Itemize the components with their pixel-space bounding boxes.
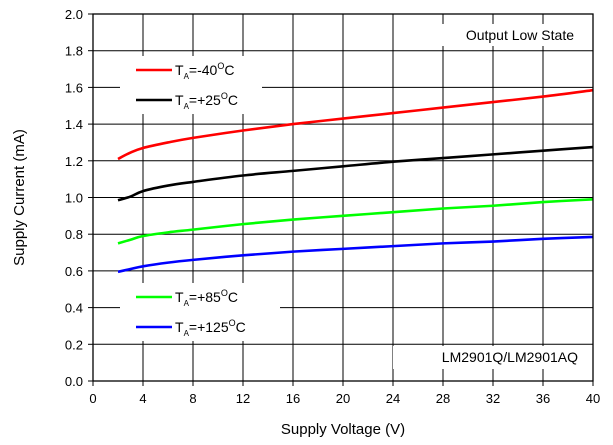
x-axis-label: Supply Voltage (V)	[281, 421, 405, 438]
y-tick-label: 0.2	[65, 337, 83, 352]
x-tick-label: 4	[139, 391, 146, 406]
y-tick-label: 1.4	[65, 117, 83, 132]
x-tick-label: 40	[586, 391, 600, 406]
legend-label-3: TA=+85OC	[175, 288, 238, 308]
series-line-2	[117, 145, 594, 202]
x-tick-label: 12	[236, 391, 250, 406]
y-axis-label: Supply Current (mA)	[11, 129, 28, 266]
axis-ticks	[88, 13, 594, 386]
legend-box-1	[120, 56, 262, 114]
legend-box-2	[120, 283, 280, 341]
x-tick-label: 36	[536, 391, 550, 406]
legend-label-2: TA=+25OC	[175, 91, 238, 111]
series-line-4	[117, 235, 594, 274]
x-tick-label: 20	[336, 391, 350, 406]
annotation-top-box	[428, 24, 586, 46]
legend-label-4: TA=+125OC	[175, 318, 246, 338]
series-line-1	[117, 88, 594, 161]
x-tick-label: 24	[386, 391, 400, 406]
x-tick-label: 32	[486, 391, 500, 406]
series-line-3	[117, 198, 594, 245]
y-tick-label: 0.8	[65, 227, 83, 242]
annotation-output-low-state: Output Low State	[466, 27, 574, 43]
x-tick-label: 8	[189, 391, 196, 406]
x-tick-label: 28	[436, 391, 450, 406]
y-tick-label: 1.2	[65, 154, 83, 169]
x-tick-label: 16	[286, 391, 300, 406]
tick-labels: 0 4 8 12 16 20 24 28 32 36 40 0.0 0.2 0.4 0.6 0.8 1.0 1.2…	[65, 7, 600, 406]
y-tick-label: 1.6	[65, 80, 83, 95]
series-layer	[117, 88, 594, 274]
x-tick-label: 0	[89, 391, 96, 406]
y-tick-label: 0.4	[65, 301, 83, 316]
legends: TA=-40OC TA=+25OC TA=+85OC TA=+125OC	[120, 56, 280, 341]
y-tick-label: 2.0	[65, 7, 83, 22]
y-tick-label: 1.8	[65, 44, 83, 59]
legend-label-1: TA=-40OC	[175, 61, 234, 81]
y-tick-label: 0.0	[65, 374, 83, 389]
annotation-bottom-box	[393, 346, 588, 369]
annotation-part-number: LM2901Q/LM2901AQ	[442, 349, 578, 365]
y-tick-label: 1.0	[65, 191, 83, 206]
y-tick-label: 0.6	[65, 264, 83, 279]
